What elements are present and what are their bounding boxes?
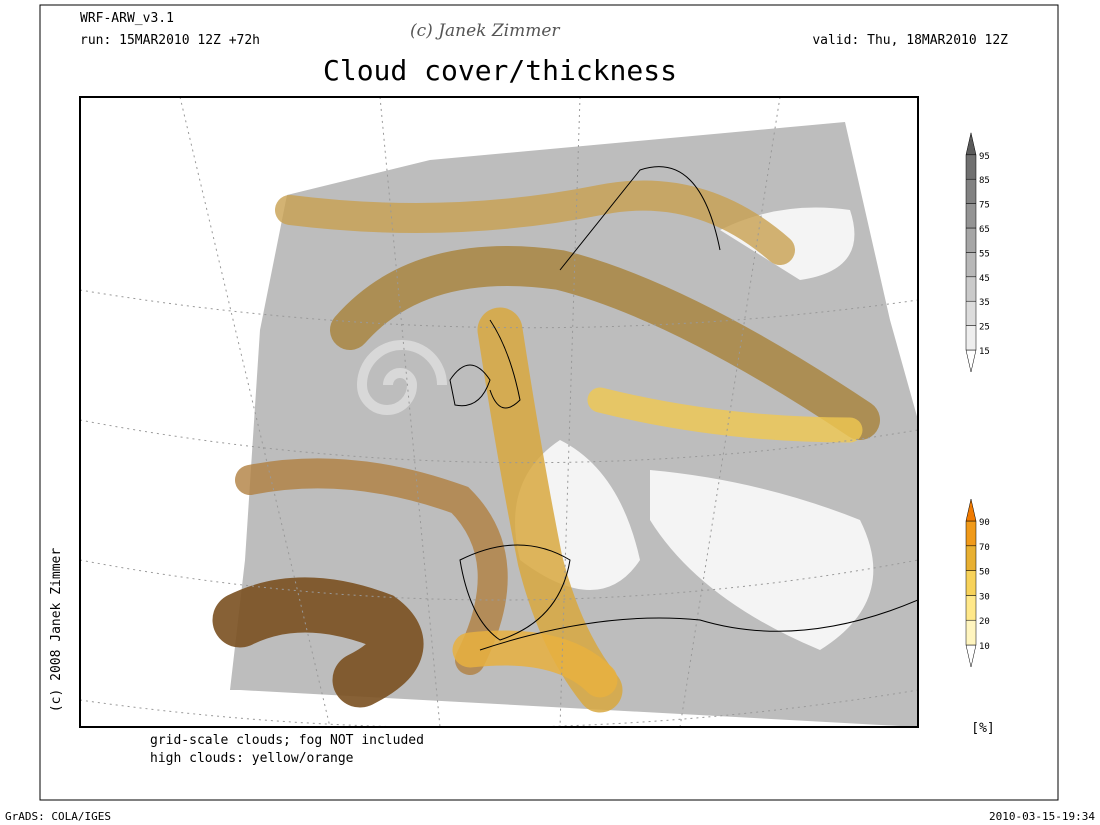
colorbar-segment — [965, 644, 977, 668]
colorbar-segment — [965, 325, 977, 351]
colorbar-label: 15 — [979, 347, 990, 357]
colorbar-label: 55 — [979, 249, 990, 259]
colorbar-label: 95 — [979, 152, 990, 162]
colorbar-label: 85 — [979, 176, 990, 186]
colorbar-segment — [965, 520, 977, 547]
colorbar-label: 65 — [979, 225, 990, 235]
colorbar-segment — [965, 252, 977, 278]
coastlines — [449, 166, 918, 651]
title: Cloud cover/thickness — [323, 54, 677, 87]
note: high clouds: yellow/orange — [150, 751, 354, 766]
colorbar-segment — [965, 154, 977, 180]
colorbar-label: 45 — [979, 274, 990, 284]
colorbar-segment — [965, 619, 977, 646]
colorbar-label: 70 — [979, 543, 990, 553]
side-credit: (c) 2008 Janek Zimmer — [49, 548, 64, 713]
colorbar-segment — [965, 276, 977, 302]
high-clouds — [212, 180, 880, 713]
map — [80, 97, 918, 727]
note: grid-scale clouds; fog NOT included — [150, 733, 424, 748]
footer-right: 2010-03-15-19:34 — [989, 810, 1095, 823]
colorbar-segment — [965, 203, 977, 229]
cyclone — [356, 340, 447, 415]
colorbar-label: 90 — [979, 518, 990, 528]
valid: valid: Thu, 18MAR2010 12Z — [812, 33, 1008, 48]
colorbar-label: 25 — [979, 323, 990, 333]
colorbar-label: 10 — [979, 642, 990, 652]
colorbar-segment — [965, 300, 977, 326]
colorbar-segment — [965, 570, 977, 596]
colorbar-segment — [965, 178, 977, 204]
colorbar-segment — [965, 545, 977, 571]
credit: (c) Janek Zimmer — [410, 21, 560, 41]
colorbar-segment — [965, 498, 977, 522]
run: run: 15MAR2010 12Z +72h — [80, 33, 260, 48]
clear-area — [515, 207, 874, 650]
map-box — [79, 96, 919, 728]
colorbar-label: 30 — [979, 592, 990, 602]
colorbar-segment — [965, 595, 977, 621]
unit: [%] — [971, 721, 994, 736]
colorbar-segment — [965, 132, 977, 156]
colorbar-label: 75 — [979, 201, 990, 211]
colorbar-label: 50 — [979, 568, 990, 578]
footer-left: GrADS: COLA/IGES — [5, 810, 111, 823]
colorbar-label: 35 — [979, 298, 990, 308]
colorbar-label: 20 — [979, 617, 990, 627]
colorbar-segment — [965, 227, 977, 253]
model: WRF-ARW_v3.1 — [80, 11, 174, 26]
colorbar-segment — [965, 349, 977, 373]
colorbars: 15 25 35 45 55 65 75 85 95 10 20 30 50 70 90 — [965, 132, 990, 668]
graticule — [80, 97, 918, 727]
frame — [39, 4, 1059, 801]
